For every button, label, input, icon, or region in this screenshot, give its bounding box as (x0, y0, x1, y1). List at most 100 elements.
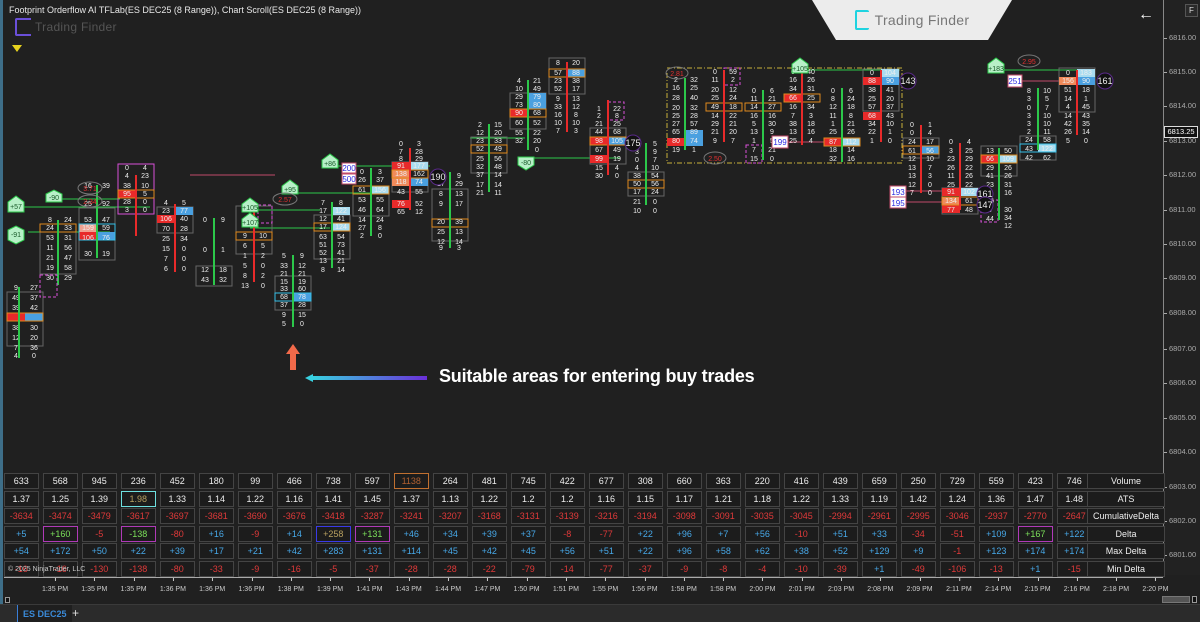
svg-text:0: 0 (653, 208, 657, 215)
max-delta-cell: +22 (628, 543, 663, 559)
svg-text:+183: +183 (988, 66, 1004, 73)
svg-text:25: 25 (829, 129, 837, 136)
volume-cell: 677 (589, 473, 624, 489)
svg-text:24: 24 (908, 139, 916, 146)
svg-text:53: 53 (46, 235, 54, 242)
max-delta-cell: +174 (1018, 543, 1053, 559)
delta-cell: +33 (862, 525, 897, 542)
svg-text:3: 3 (1027, 121, 1031, 128)
window-edge (0, 0, 3, 622)
min-delta-cell: -16 (4, 560, 39, 577)
svg-text:64: 64 (376, 207, 384, 214)
time-axis[interactable]: 1:35 PM 1:35 PM 1:35 PM 1:36 PM 1:36 PM 1:36 … (4, 577, 1168, 597)
svg-text:193: 193 (891, 188, 905, 197)
svg-text:13: 13 (908, 173, 916, 180)
price-tick: 6801.00 (1164, 550, 1200, 559)
svg-text:+105: +105 (792, 66, 808, 73)
add-tab-button[interactable]: + (72, 606, 80, 620)
volume-row: 633 568 945 236 452 180 99 466 738 597 1138 264 481 7… (4, 473, 1096, 490)
svg-text:29: 29 (64, 275, 72, 282)
svg-text:59: 59 (102, 225, 110, 232)
delta-cell: -34 (901, 525, 936, 542)
min-delta-cell: -5 (316, 560, 351, 577)
svg-text:17: 17 (455, 201, 463, 208)
svg-text:0: 0 (910, 130, 914, 137)
scroll-right-button[interactable] (1192, 596, 1197, 603)
volume-cell: 568 (43, 473, 78, 489)
svg-text:-90: -90 (49, 195, 59, 202)
svg-text:19: 19 (102, 251, 110, 258)
svg-text:13: 13 (986, 148, 994, 155)
svg-text:104: 104 (884, 70, 896, 77)
min-delta-cell: -49 (901, 560, 936, 577)
svg-text:11: 11 (1043, 129, 1050, 136)
svg-text:21: 21 (533, 78, 541, 85)
svg-text:+86: +86 (324, 161, 336, 168)
svg-text:38: 38 (12, 325, 20, 332)
svg-text:109: 109 (1002, 156, 1014, 163)
min-delta-cell: -28 (433, 560, 468, 577)
ats-cell: 1.33 (823, 490, 858, 507)
ats-cell: 1.22 (238, 490, 273, 507)
svg-text:21: 21 (595, 121, 603, 128)
price-axis[interactable]: 6816.00 6815.00 6814.00 6813.00 6812.00 … (1163, 0, 1200, 575)
svg-text:9: 9 (713, 138, 717, 145)
svg-text:24: 24 (651, 189, 659, 196)
max-delta-cell: +45 (433, 543, 468, 559)
svg-text:16: 16 (84, 183, 92, 190)
cumulative-delta-cell: -3479 (82, 508, 117, 524)
svg-text:43: 43 (886, 113, 894, 120)
horizontal-scrollbar[interactable] (1162, 596, 1190, 603)
min-delta-cell: -28 (394, 560, 429, 577)
svg-text:88: 88 (572, 70, 580, 77)
svg-text:1: 1 (221, 247, 225, 254)
svg-text:21: 21 (768, 147, 776, 154)
delta-cell: -9 (238, 525, 273, 542)
svg-text:0: 0 (360, 169, 364, 176)
svg-text:39: 39 (455, 219, 463, 226)
svg-text:7: 7 (910, 190, 914, 197)
max-delta-cell: +51 (589, 543, 624, 559)
svg-text:16: 16 (750, 113, 758, 120)
cumulative-delta-cell: -3216 (589, 508, 624, 524)
svg-text:10: 10 (1043, 88, 1051, 95)
arrow-left-icon[interactable]: ← (1138, 6, 1154, 23)
svg-text:25: 25 (84, 201, 92, 208)
svg-text:39: 39 (12, 305, 20, 312)
svg-text:4: 4 (928, 130, 932, 137)
svg-text:7: 7 (399, 149, 403, 156)
collapse-triangle-icon[interactable] (12, 45, 22, 52)
svg-text:27: 27 (358, 225, 366, 232)
svg-text:2.50: 2.50 (708, 156, 722, 163)
svg-text:99: 99 (595, 156, 603, 163)
svg-text:18: 18 (807, 121, 815, 128)
svg-text:18: 18 (847, 104, 855, 111)
svg-text:21: 21 (337, 258, 345, 265)
svg-text:9: 9 (653, 149, 657, 156)
volume-cell: 660 (667, 473, 702, 489)
time-label: 2:03 PM (827, 578, 855, 593)
svg-text:2: 2 (360, 233, 364, 240)
svg-text:6: 6 (770, 88, 774, 95)
svg-text:14: 14 (358, 217, 366, 224)
svg-text:65: 65 (397, 209, 405, 216)
time-label: 1:35 PM (120, 578, 147, 593)
svg-text:3: 3 (635, 149, 639, 156)
volume-cell: 659 (862, 473, 897, 489)
row-label-min-delta: Min Delta (1087, 560, 1165, 577)
svg-text:22: 22 (965, 165, 973, 172)
svg-text:24: 24 (64, 217, 72, 224)
svg-text:2: 2 (597, 113, 601, 120)
svg-text:15: 15 (595, 165, 603, 172)
svg-text:0: 0 (203, 217, 207, 224)
svg-text:0: 0 (535, 147, 539, 154)
time-label: 1:36 PM (238, 578, 265, 593)
svg-text:5: 5 (243, 263, 247, 270)
trading-finder-logo-icon (15, 18, 31, 36)
f-button[interactable]: F (1185, 4, 1198, 17)
svg-text:29: 29 (986, 165, 994, 172)
svg-text:25: 25 (965, 148, 973, 155)
scroll-left-button[interactable] (5, 597, 10, 603)
tab-es-dec25[interactable]: ES DEC25 (17, 605, 72, 622)
